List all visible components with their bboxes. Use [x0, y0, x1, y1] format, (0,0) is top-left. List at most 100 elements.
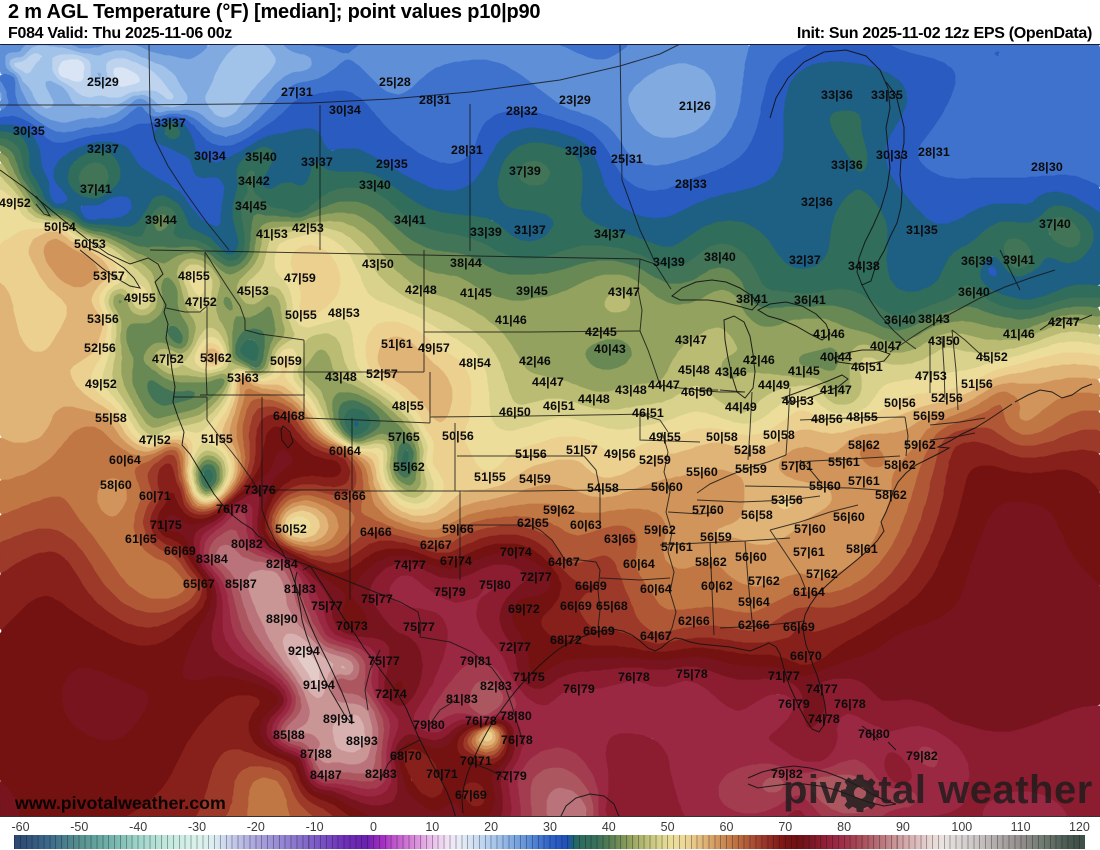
svg-text:75|79: 75|79 [434, 585, 466, 599]
svg-text:41|46: 41|46 [1003, 327, 1035, 341]
svg-text:49|52: 49|52 [0, 196, 31, 210]
svg-text:55|58: 55|58 [95, 411, 127, 425]
svg-text:78|80: 78|80 [500, 709, 532, 723]
svg-text:42|47: 42|47 [1048, 315, 1080, 329]
svg-text:30|35: 30|35 [13, 124, 45, 138]
svg-text:62|66: 62|66 [678, 614, 710, 628]
svg-text:64|67: 64|67 [548, 555, 580, 569]
svg-text:75|80: 75|80 [479, 578, 511, 592]
svg-text:43|48: 43|48 [615, 383, 647, 397]
svg-text:28|33: 28|33 [675, 177, 707, 191]
svg-text:44|49: 44|49 [725, 400, 757, 414]
svg-text:47|52: 47|52 [152, 352, 184, 366]
svg-text:25|29: 25|29 [87, 75, 119, 89]
svg-text:25|28: 25|28 [379, 75, 411, 89]
svg-text:31|35: 31|35 [906, 223, 938, 237]
svg-text:79|80: 79|80 [413, 718, 445, 732]
svg-text:70|74: 70|74 [500, 545, 532, 559]
svg-text:80|82: 80|82 [231, 537, 263, 551]
svg-text:23|29: 23|29 [559, 93, 591, 107]
svg-text:55|61: 55|61 [828, 455, 860, 469]
svg-text:45|48: 45|48 [678, 363, 710, 377]
svg-text:49|55: 49|55 [124, 291, 156, 305]
svg-text:55|62: 55|62 [393, 460, 425, 474]
svg-text:43|46: 43|46 [715, 365, 747, 379]
svg-text:91|94: 91|94 [303, 678, 335, 692]
svg-text:41|45: 41|45 [788, 364, 820, 378]
svg-text:52|56: 52|56 [931, 391, 963, 405]
svg-text:58|62: 58|62 [875, 488, 907, 502]
svg-text:68|70: 68|70 [390, 749, 422, 763]
svg-text:33|40: 33|40 [359, 178, 391, 192]
svg-text:68|72: 68|72 [550, 633, 582, 647]
svg-text:64|68: 64|68 [273, 409, 305, 423]
svg-text:30|34: 30|34 [194, 149, 226, 163]
svg-text:44|48: 44|48 [578, 392, 610, 406]
svg-text:59|62: 59|62 [904, 438, 936, 452]
svg-text:48|54: 48|54 [459, 356, 491, 370]
svg-text:43|50: 43|50 [362, 257, 394, 271]
svg-text:81|83: 81|83 [284, 582, 316, 596]
svg-text:44|47: 44|47 [648, 378, 680, 392]
svg-text:42|46: 42|46 [743, 353, 775, 367]
svg-text:41|53: 41|53 [256, 227, 288, 241]
svg-text:54|58: 54|58 [587, 481, 619, 495]
svg-text:58|61: 58|61 [846, 542, 878, 556]
svg-text:34|37: 34|37 [594, 227, 626, 241]
svg-text:59|66: 59|66 [442, 522, 474, 536]
svg-text:52|58: 52|58 [734, 443, 766, 457]
svg-text:76|78: 76|78 [501, 733, 533, 747]
svg-text:48|55: 48|55 [392, 399, 424, 413]
svg-text:50|58: 50|58 [706, 430, 738, 444]
svg-text:41|46: 41|46 [813, 327, 845, 341]
svg-text:46|51: 46|51 [851, 360, 883, 374]
svg-text:49|56: 49|56 [604, 447, 636, 461]
svg-text:74|78: 74|78 [808, 712, 840, 726]
svg-text:57|62: 57|62 [806, 567, 838, 581]
svg-text:21|26: 21|26 [679, 99, 711, 113]
svg-text:57|61: 57|61 [781, 459, 813, 473]
svg-text:66|69: 66|69 [164, 544, 196, 558]
svg-text:58|62: 58|62 [884, 458, 916, 472]
svg-text:42|48: 42|48 [405, 283, 437, 297]
svg-text:82|84: 82|84 [266, 557, 298, 571]
svg-text:41|45: 41|45 [460, 286, 492, 300]
svg-text:71|77: 71|77 [768, 669, 800, 683]
svg-text:41|46: 41|46 [495, 313, 527, 327]
svg-text:34|39: 34|39 [653, 255, 685, 269]
svg-text:38|40: 38|40 [704, 250, 736, 264]
svg-text:75|77: 75|77 [311, 599, 343, 613]
svg-text:28|31: 28|31 [451, 143, 483, 157]
svg-text:34|45: 34|45 [235, 199, 267, 213]
svg-text:47|52: 47|52 [185, 295, 217, 309]
svg-text:30|33: 30|33 [876, 148, 908, 162]
svg-text:76|79: 76|79 [563, 682, 595, 696]
svg-text:43|47: 43|47 [675, 333, 707, 347]
svg-text:37|40: 37|40 [1039, 217, 1071, 231]
svg-text:53|56: 53|56 [87, 312, 119, 326]
svg-text:43|50: 43|50 [928, 334, 960, 348]
svg-text:33|35: 33|35 [871, 88, 903, 102]
svg-text:59|64: 59|64 [738, 595, 770, 609]
svg-text:51|61: 51|61 [381, 337, 413, 351]
svg-text:66|69: 66|69 [560, 599, 592, 613]
svg-text:83|84: 83|84 [196, 552, 228, 566]
svg-text:27|31: 27|31 [281, 85, 313, 99]
svg-text:84|87: 84|87 [310, 768, 342, 782]
svg-text:76|78: 76|78 [834, 697, 866, 711]
svg-text:50|55: 50|55 [285, 308, 317, 322]
svg-text:87|88: 87|88 [300, 747, 332, 761]
svg-text:88|90: 88|90 [266, 612, 298, 626]
svg-text:67|74: 67|74 [440, 554, 472, 568]
svg-text:39|41: 39|41 [1003, 253, 1035, 267]
svg-text:38|43: 38|43 [918, 312, 950, 326]
svg-text:32|36: 32|36 [801, 195, 833, 209]
svg-text:47|59: 47|59 [284, 271, 316, 285]
svg-text:66|70: 66|70 [790, 649, 822, 663]
svg-text:48|56: 48|56 [811, 412, 843, 426]
svg-text:60|64: 60|64 [329, 444, 361, 458]
svg-text:52|59: 52|59 [639, 453, 671, 467]
svg-text:40|43: 40|43 [594, 342, 626, 356]
svg-text:44|47: 44|47 [532, 375, 564, 389]
svg-text:55|60: 55|60 [809, 479, 841, 493]
